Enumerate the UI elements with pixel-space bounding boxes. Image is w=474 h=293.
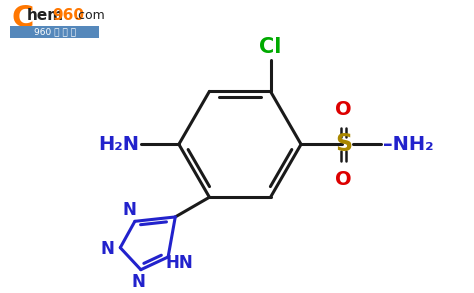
Text: C: C	[11, 4, 34, 33]
Text: N: N	[122, 201, 137, 219]
FancyBboxPatch shape	[8, 4, 108, 38]
Text: O: O	[335, 170, 352, 189]
Text: Cl: Cl	[259, 37, 282, 57]
Text: HN: HN	[165, 254, 193, 272]
Text: N: N	[131, 273, 146, 291]
Text: 960: 960	[53, 8, 85, 23]
FancyBboxPatch shape	[10, 26, 99, 38]
Text: –NH₂: –NH₂	[383, 135, 434, 154]
Text: O: O	[335, 100, 352, 119]
Text: S: S	[335, 132, 352, 156]
Text: .com: .com	[74, 9, 105, 22]
Text: hem: hem	[27, 8, 64, 23]
Text: 960 化 工 网: 960 化 工 网	[34, 28, 76, 36]
Text: N: N	[100, 240, 115, 258]
Text: H₂N: H₂N	[99, 135, 139, 154]
